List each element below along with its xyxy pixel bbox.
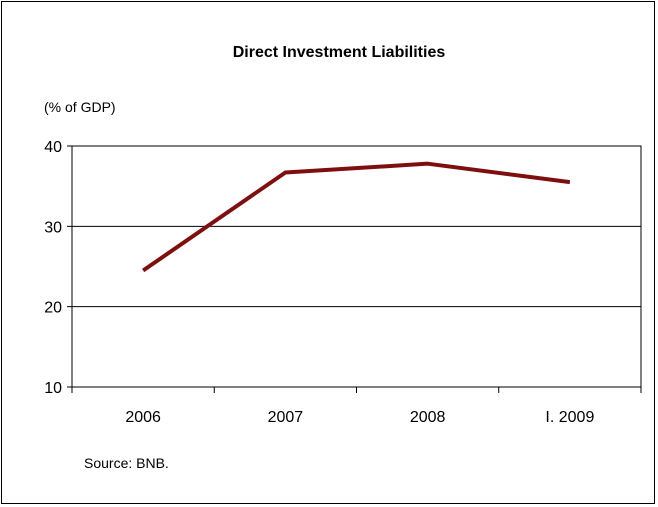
series-layer [141,161,571,273]
chart-title: Direct Investment Liabilities [233,44,446,61]
y-tick-label: 40 [44,139,62,156]
y-tick-label: 10 [44,380,62,397]
x-tick-label: 2006 [125,409,161,426]
gridlines [72,145,641,308]
x-axis: 2006 2007 2008 I. 2009 [71,387,642,426]
source-note: Source: BNB. [84,455,169,471]
y-axis-unit-label: (% of GDP) [44,99,116,115]
y-tick-label: 30 [44,219,62,236]
series-line [141,161,571,273]
x-tick-label: 2007 [268,409,304,426]
y-tick-label: 20 [44,300,62,317]
x-tick-label: 2008 [410,409,446,426]
x-tick-label: I. 2009 [545,409,594,426]
y-axis: 10 20 30 40 [44,139,72,397]
